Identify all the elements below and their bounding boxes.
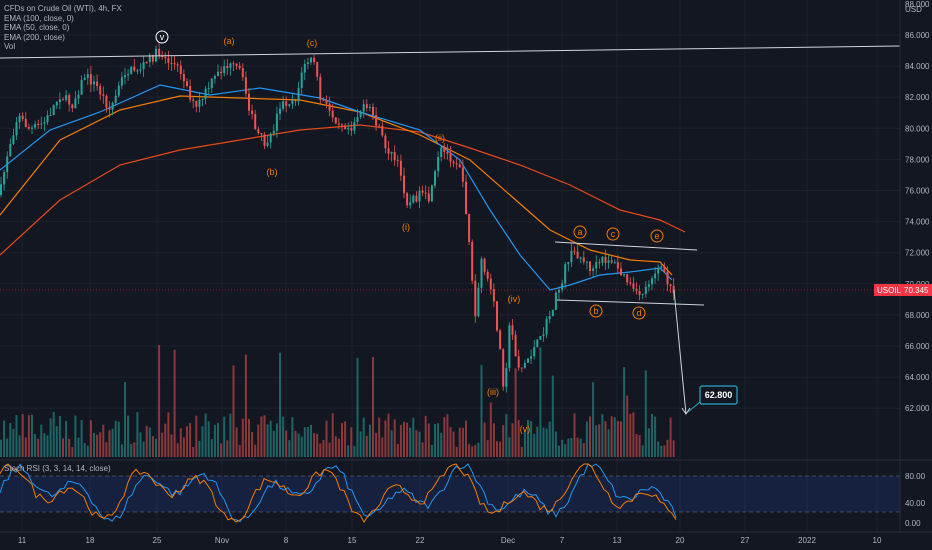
wave-label: (iii) [487,387,499,397]
resistance-trendline[interactable] [0,45,901,59]
target-projection-line[interactable] [673,289,687,415]
currency-label: USD [905,5,922,14]
indicator-ema-50[interactable]: EMA (50, close, 0) [4,23,70,33]
time-tick: 13 [613,536,622,545]
price-tick: 64.000 [905,373,930,382]
price-tick: 82.000 [905,93,930,102]
ema-50-line [0,84,673,291]
stoch-axis: 80.00 40.00 0.00 [905,472,926,528]
wave-label: (i) [402,222,410,232]
chart-legend: CFDs on Crude Oil (WTI), 4h, FX EMA (100… [4,4,122,52]
time-tick: 15 [348,536,357,545]
wave-label: (b) [267,167,278,177]
price-tick: 76.000 [905,187,930,196]
volume-bars [0,345,675,457]
time-tick: 18 [86,536,95,545]
price-tick: 74.000 [905,218,930,227]
price-tick: 84.000 [905,62,930,71]
indicator-ema-100[interactable]: EMA (100, close, 0) [4,13,74,23]
time-tick: Nov [215,536,229,545]
indicator-ema-200[interactable]: EMA (200, close) [4,32,65,42]
wave-label: (c) [307,38,318,48]
price-tick: 66.000 [905,342,930,351]
stoch-rsi-legend[interactable]: Stoch RSI (3, 3, 14, 14, close) [4,464,111,473]
time-tick: 22 [416,536,425,545]
time-tick: 11 [18,536,27,545]
wave-label: d [636,308,641,318]
target-arrow-head [681,407,691,415]
stoch-tick: 0.00 [905,519,921,528]
ema-100-line [0,95,673,276]
price-tick: 78.000 [905,155,930,164]
last-price-value: 70.345 [904,286,929,295]
triangle-lower-line[interactable] [556,299,705,306]
wave-label: a [577,227,582,237]
wave-label: (v) [520,424,531,434]
time-tick: 25 [153,536,162,545]
price-tick: 62.000 [905,404,930,413]
wave-label: v [160,32,165,42]
price-tick: 68.000 [905,311,930,320]
stoch-tick: 80.00 [905,472,926,481]
wave-label: b [593,306,598,316]
stoch-rsi-lines [0,463,677,523]
time-tick: 8 [284,536,289,545]
target-price-label: 62.800 [705,390,733,400]
time-tick: 2022 [798,536,816,545]
wave-label: e [654,231,659,241]
triangle-upper-line[interactable] [554,241,698,251]
wave-label: (ii) [435,133,445,143]
wave-label: (iv) [508,294,521,304]
elliott-wave-labels: (a) (b) (c) (i) (ii) (iii) (iv) (v) v a b c d e [155,30,664,434]
symbol-title[interactable]: CFDs on Crude Oil (WTI), 4h, FX [4,4,122,13]
price-tick: 88.000 [905,0,930,9]
candlesticks [0,42,675,393]
time-axis[interactable]: 11 18 25 Nov 8 15 22 Dec 7 13 20 27 2022 10 [18,536,882,545]
price-tick: 72.000 [905,249,930,258]
time-tick: Dec [501,536,515,545]
last-price-tag: USOIL 70.345 [874,284,932,296]
time-tick: 7 [560,536,565,545]
time-tick: 20 [676,536,685,545]
ema-200-line [0,124,686,256]
stoch-band [0,476,900,512]
time-tick: 10 [873,536,882,545]
price-axis[interactable]: 88.000 86.000 84.000 82.000 80.000 78.000 76.0… [905,0,930,413]
target-callout[interactable]: 62.800 [687,385,738,413]
price-tick: 80.000 [905,124,930,133]
stoch-tick: 40.00 [905,499,926,508]
time-tick: 27 [741,536,750,545]
price-tick: 86.000 [905,31,930,40]
indicator-volume[interactable]: Vol [4,42,16,52]
last-price-symbol: USOIL [877,286,902,295]
wave-label: (a) [224,36,235,46]
wave-label: c [611,229,616,239]
